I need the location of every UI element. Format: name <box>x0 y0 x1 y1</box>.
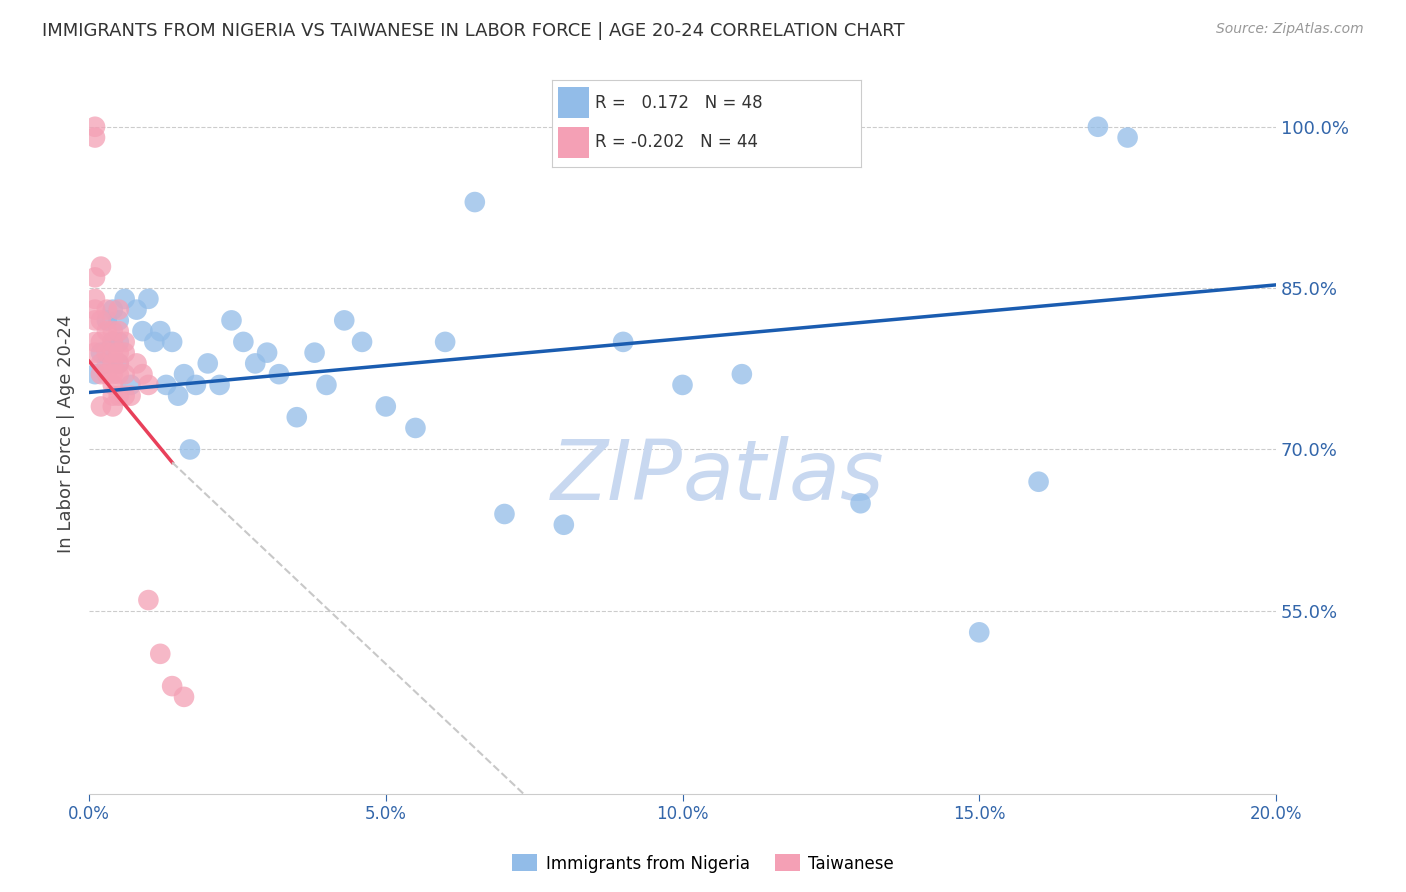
Point <box>494 507 516 521</box>
Text: IMMIGRANTS FROM NIGERIA VS TAIWANESE IN LABOR FORCE | AGE 20-24 CORRELATION CHAR: IMMIGRANTS FROM NIGERIA VS TAIWANESE IN … <box>42 22 905 40</box>
Point <box>107 302 129 317</box>
Point <box>125 302 148 317</box>
Point <box>107 356 129 370</box>
Point <box>120 378 142 392</box>
Point <box>374 400 396 414</box>
Point <box>671 378 693 392</box>
Point <box>138 378 160 392</box>
Point <box>731 367 754 381</box>
Point <box>179 442 201 457</box>
Point <box>160 679 183 693</box>
Point <box>84 334 107 349</box>
Point <box>107 356 129 370</box>
Point <box>155 378 177 392</box>
Point <box>90 313 112 327</box>
Point <box>101 324 124 338</box>
Point <box>101 302 124 317</box>
Point <box>84 313 107 327</box>
Point <box>90 356 112 370</box>
Point <box>101 389 124 403</box>
Text: Source: ZipAtlas.com: Source: ZipAtlas.com <box>1216 22 1364 37</box>
Point <box>173 367 195 381</box>
Point <box>84 130 107 145</box>
Point <box>304 345 326 359</box>
Point <box>96 302 118 317</box>
Point <box>90 260 112 274</box>
Point <box>101 367 124 381</box>
Point <box>1028 475 1050 489</box>
Point <box>107 324 129 338</box>
Point <box>143 334 166 349</box>
Point <box>208 378 231 392</box>
Point <box>221 313 243 327</box>
Point <box>184 378 207 392</box>
Point <box>131 324 153 338</box>
Point <box>464 195 486 210</box>
Point <box>90 400 112 414</box>
Point <box>333 313 356 327</box>
Point <box>84 367 107 381</box>
Point <box>101 378 124 392</box>
Point <box>90 334 112 349</box>
Point <box>1087 120 1109 134</box>
Point <box>612 334 634 349</box>
Point <box>167 389 190 403</box>
Point <box>138 292 160 306</box>
Text: atlas: atlas <box>682 436 884 517</box>
Point <box>101 345 124 359</box>
Point <box>160 334 183 349</box>
Point <box>285 410 308 425</box>
Point <box>1116 130 1139 145</box>
Point <box>256 345 278 359</box>
Point <box>96 356 118 370</box>
Point <box>267 367 290 381</box>
Point <box>232 334 254 349</box>
Point <box>107 389 129 403</box>
Point <box>84 292 107 306</box>
Y-axis label: In Labor Force | Age 20-24: In Labor Force | Age 20-24 <box>58 314 75 552</box>
Point <box>107 367 129 381</box>
Point <box>352 334 374 349</box>
Point <box>101 334 124 349</box>
Point <box>101 356 124 370</box>
Point <box>90 345 112 359</box>
Point <box>96 313 118 327</box>
Point <box>315 378 337 392</box>
Point <box>96 345 118 359</box>
Point <box>967 625 990 640</box>
Point <box>101 334 124 349</box>
Point <box>149 324 172 338</box>
Point <box>114 292 136 306</box>
Point <box>114 367 136 381</box>
Point <box>114 389 136 403</box>
Point <box>404 421 426 435</box>
Point <box>114 345 136 359</box>
Point <box>131 367 153 381</box>
Point <box>84 270 107 285</box>
Point <box>107 345 129 359</box>
Point <box>101 400 124 414</box>
Point <box>553 517 575 532</box>
Point <box>96 324 118 338</box>
Point <box>197 356 219 370</box>
Point <box>138 593 160 607</box>
Point <box>84 345 107 359</box>
Point <box>90 367 112 381</box>
Point <box>84 120 107 134</box>
Point <box>107 334 129 349</box>
Point <box>173 690 195 704</box>
Point <box>434 334 457 349</box>
Legend: Immigrants from Nigeria, Taiwanese: Immigrants from Nigeria, Taiwanese <box>506 847 900 880</box>
Point <box>849 496 872 510</box>
Point <box>120 389 142 403</box>
Point <box>114 334 136 349</box>
Point <box>84 302 107 317</box>
Point <box>96 367 118 381</box>
Point <box>245 356 267 370</box>
Point <box>125 356 148 370</box>
Point <box>149 647 172 661</box>
Text: ZIP: ZIP <box>551 436 682 517</box>
Point <box>107 313 129 327</box>
